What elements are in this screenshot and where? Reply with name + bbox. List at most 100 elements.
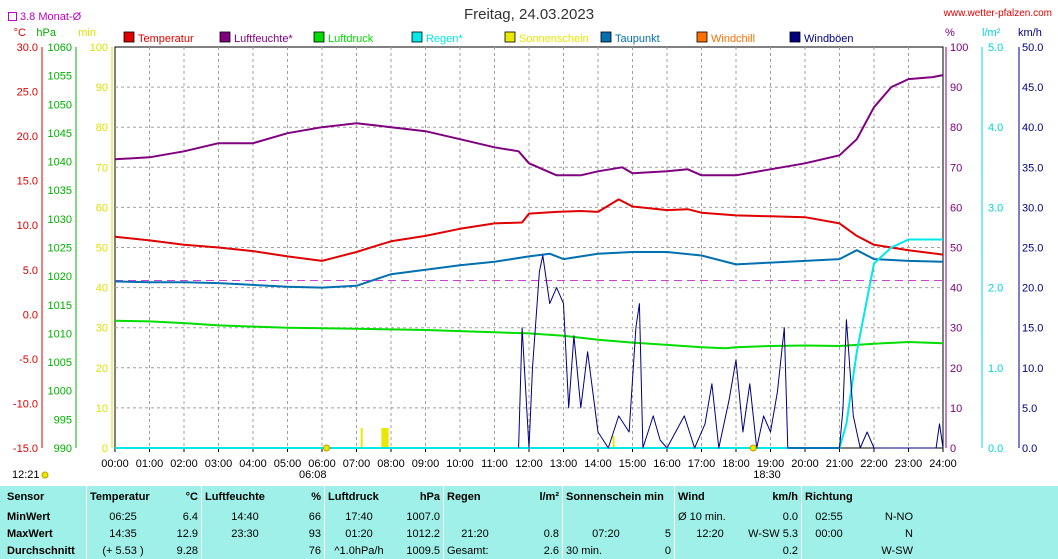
stats-cell: 5 bbox=[664, 527, 671, 540]
y-tick-label-press: 1015 bbox=[48, 300, 72, 312]
site-url[interactable]: www.wetter-pfalzen.com bbox=[943, 8, 1052, 19]
weather-chart: 00:00 01:00 02:00 03:00 04:00 05:00 06:00 07:00… bbox=[12, 27, 1043, 481]
series-line-windboeen bbox=[518, 255, 944, 449]
legend-label-regen: Regen* bbox=[426, 33, 463, 45]
legend-swatch-windchill bbox=[696, 31, 708, 43]
series-line-luftdruck bbox=[114, 319, 944, 350]
y-tick-label-sun: 50 bbox=[96, 243, 108, 255]
stats-cell: 2.6 bbox=[543, 544, 559, 557]
stats-cell: 06:25 bbox=[86, 508, 159, 525]
y-tick-label-hum: 100 bbox=[950, 42, 968, 54]
y-tick-label-temp: -15.0 bbox=[13, 443, 38, 455]
x-tick-label: 17:00 bbox=[688, 458, 716, 470]
y-tick-label-rain: 2.0 bbox=[988, 283, 1003, 295]
y-tick-label-hum: 90 bbox=[950, 82, 962, 94]
x-tick-label: 01:00 bbox=[136, 458, 164, 470]
y-tick-label-sun: 80 bbox=[96, 122, 108, 134]
y-tick-label-temp: 10.0 bbox=[17, 220, 38, 232]
y-tick-label-hum: 60 bbox=[950, 202, 962, 214]
sun-marker-label: 06:08 bbox=[299, 469, 327, 481]
y-tick-label-hum: 0 bbox=[950, 443, 956, 455]
y-tick-label-press: 1035 bbox=[48, 185, 72, 197]
series-line-taupunkt bbox=[114, 249, 944, 289]
sun-marker-label: 18:30 bbox=[753, 469, 781, 481]
stats-header: Regen bbox=[443, 486, 506, 508]
stats-cell: W-SW bbox=[881, 544, 913, 557]
stats-header: km/h bbox=[772, 491, 798, 503]
axis-unit-hum: % bbox=[945, 27, 955, 39]
y-tick-label-wind: 35.0 bbox=[1022, 162, 1043, 174]
y-tick-label-rain: 0.0 bbox=[988, 443, 1003, 455]
stats-cell: 0.8 bbox=[543, 527, 559, 540]
stats-header: % bbox=[311, 491, 321, 503]
stats-cell: N bbox=[905, 527, 913, 540]
stats-cell bbox=[801, 542, 856, 559]
average-marker-icon bbox=[8, 12, 17, 21]
y-tick-label-hum: 30 bbox=[950, 323, 962, 335]
y-tick-label-wind: 20.0 bbox=[1022, 283, 1043, 295]
y-tick-label-press: 1040 bbox=[48, 157, 72, 169]
y-tick-label-sun: 10 bbox=[96, 403, 108, 415]
y-tick-label-temp: 0.0 bbox=[23, 309, 38, 321]
time-readout: 12:21 bbox=[12, 469, 40, 481]
y-tick-label-press: 1010 bbox=[48, 328, 72, 340]
sunshine-bar bbox=[383, 427, 386, 448]
stats-cell: 17:40 bbox=[324, 508, 393, 525]
x-tick-label: 10:00 bbox=[446, 458, 474, 470]
series-line-regen bbox=[115, 238, 943, 449]
legend-label-luftfeuchte: Luftfeuchte* bbox=[234, 33, 293, 45]
y-tick-label-wind: 30.0 bbox=[1022, 202, 1043, 214]
legend-label-sonnenschein: Sonnenschein bbox=[519, 33, 589, 45]
stats-cell: 0 bbox=[664, 544, 671, 557]
y-tick-label-press: 1020 bbox=[48, 271, 72, 283]
stats-cell: Ø 10 min. bbox=[674, 508, 745, 525]
stats-cell: 14:35 bbox=[86, 525, 159, 542]
stats-header: Luftfeuchte bbox=[201, 486, 288, 508]
y-tick-label-press: 995 bbox=[54, 414, 72, 426]
x-tick-label: 08:00 bbox=[377, 458, 405, 470]
stats-row-label: Durchschnitt bbox=[7, 544, 75, 557]
stats-cell: 0.2 bbox=[782, 544, 798, 557]
stats-cell: 21:20 bbox=[443, 525, 506, 542]
sunshine-bar bbox=[381, 427, 384, 448]
stats-cell: (+ 5.53 ) bbox=[86, 542, 159, 559]
stats-header: Richtung bbox=[801, 486, 856, 508]
legend-swatch-taupunkt bbox=[600, 31, 612, 43]
x-tick-label: 24:00 bbox=[929, 458, 957, 470]
y-tick-label-press: 1025 bbox=[48, 243, 72, 255]
stats-cell: 07:20 bbox=[561, 525, 649, 542]
axis-unit-rain: l/m² bbox=[982, 27, 1001, 39]
stats-cell: 14:40 bbox=[201, 508, 288, 525]
y-tick-label-rain: 3.0 bbox=[988, 202, 1003, 214]
legend-label-windchill: Windchill bbox=[711, 33, 755, 45]
legend-label-windboeen: Windböen bbox=[804, 33, 854, 45]
x-tick-label: 07:00 bbox=[343, 458, 371, 470]
stats-cell: ^1.0hPa/h bbox=[324, 542, 393, 559]
axis-unit-temp: °C bbox=[14, 27, 26, 39]
stats-cell bbox=[561, 508, 649, 525]
stats-cell: 6.4 bbox=[182, 510, 198, 523]
y-tick-label-press: 1050 bbox=[48, 99, 72, 111]
stats-cell: 1009.5 bbox=[406, 544, 440, 557]
y-tick-label-wind: 5.0 bbox=[1022, 403, 1037, 415]
y-tick-label-rain: 5.0 bbox=[988, 42, 1003, 54]
y-tick-label-wind: 10.0 bbox=[1022, 363, 1043, 375]
x-tick-label: 14:00 bbox=[584, 458, 612, 470]
stats-cell: 76 bbox=[308, 544, 321, 557]
y-tick-label-wind: 25.0 bbox=[1022, 243, 1043, 255]
stats-cell bbox=[674, 542, 745, 559]
legend-label-luftdruck: Luftdruck bbox=[328, 33, 374, 45]
legend-swatch-luftdruck bbox=[313, 31, 325, 43]
x-tick-label: 03:00 bbox=[205, 458, 233, 470]
monthly-average-label: 3.8 Monat-Ø bbox=[20, 11, 82, 23]
stats-cell bbox=[649, 508, 675, 525]
stats-cell bbox=[443, 508, 506, 525]
stats-cell: 01:20 bbox=[324, 525, 393, 542]
axis-unit-sun: min bbox=[78, 27, 96, 39]
stats-cell: 23:30 bbox=[201, 525, 288, 542]
stats-cell: 93 bbox=[308, 527, 321, 540]
stats-cell: 12:20 bbox=[674, 525, 745, 542]
y-tick-label-hum: 80 bbox=[950, 122, 962, 134]
y-tick-label-sun: 60 bbox=[96, 202, 108, 214]
y-tick-label-temp: 5.0 bbox=[23, 265, 38, 277]
